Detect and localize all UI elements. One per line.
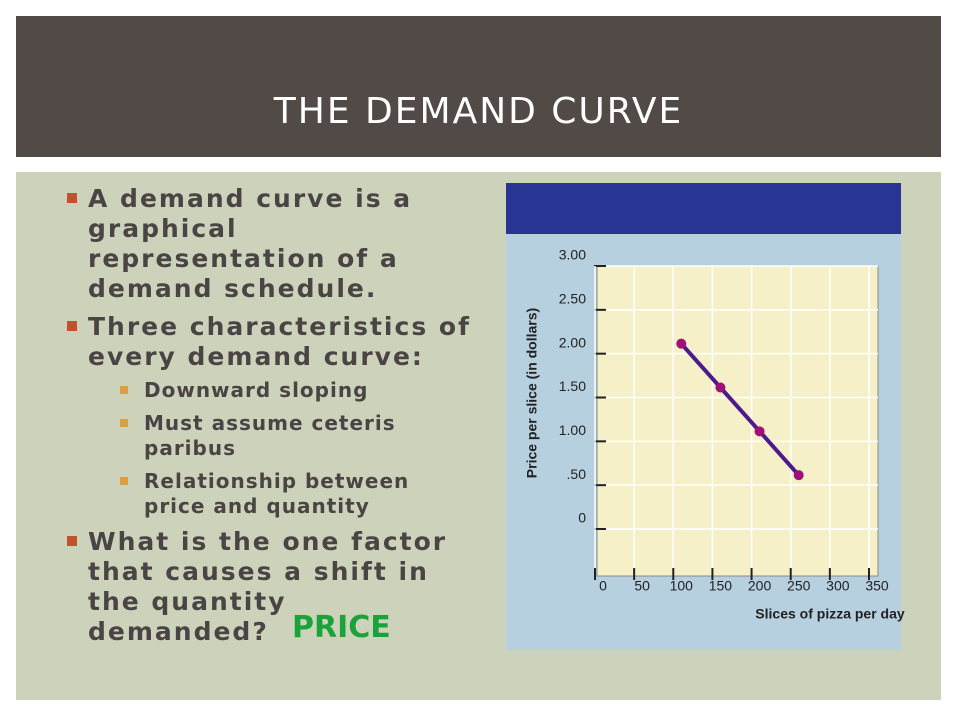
x-tick-label: 250 bbox=[787, 578, 811, 594]
sub-bullet: Must assume ceteris paribus bbox=[118, 411, 472, 461]
bullet: Three characteristics of every demand cu… bbox=[62, 312, 472, 519]
x-axis-title: Slices of pizza per day bbox=[755, 606, 905, 622]
bullet: What is the one factor that causes a shi… bbox=[62, 527, 472, 647]
x-tick-label: 150 bbox=[709, 578, 733, 594]
y-tick-label: 1.00 bbox=[559, 422, 586, 438]
y-tick-label: 0 bbox=[578, 510, 586, 526]
y-tick-label: 2.00 bbox=[559, 334, 586, 350]
x-tick-label: 0 bbox=[599, 578, 607, 594]
bullet-list: A demand curve is a graphical representa… bbox=[62, 184, 472, 655]
bullet-text: Three characteristics of every demand cu… bbox=[88, 312, 471, 371]
plot-area bbox=[596, 265, 879, 577]
sub-bullet: Relationship between price and quantity bbox=[118, 469, 472, 519]
answer: PRICE bbox=[292, 610, 391, 645]
bullet: A demand curve is a graphical representa… bbox=[62, 184, 472, 304]
x-tick-label: 300 bbox=[826, 578, 850, 594]
chart-banner bbox=[506, 183, 901, 234]
x-tick-label: 100 bbox=[670, 578, 694, 594]
x-tick-label: 200 bbox=[748, 578, 772, 594]
sub-bullet: Downward sloping bbox=[118, 378, 472, 403]
data-point bbox=[676, 338, 687, 349]
x-tick-label: 50 bbox=[634, 578, 650, 594]
y-tick-label: 1.50 bbox=[559, 378, 586, 394]
y-tick-label: .50 bbox=[567, 466, 587, 482]
demand-line bbox=[679, 342, 801, 477]
slide-title: THE DEMAND CURVE bbox=[273, 91, 684, 132]
data-point bbox=[715, 382, 726, 393]
header: THE DEMAND CURVE bbox=[16, 16, 941, 157]
data-point bbox=[793, 470, 804, 481]
x-tick-label: 350 bbox=[865, 578, 889, 594]
y-tick-label: 2.50 bbox=[559, 291, 586, 307]
data-point bbox=[754, 426, 765, 437]
y-tick-label: 3.00 bbox=[559, 247, 586, 263]
y-axis-title: Price per slice (in dollars) bbox=[524, 308, 540, 478]
